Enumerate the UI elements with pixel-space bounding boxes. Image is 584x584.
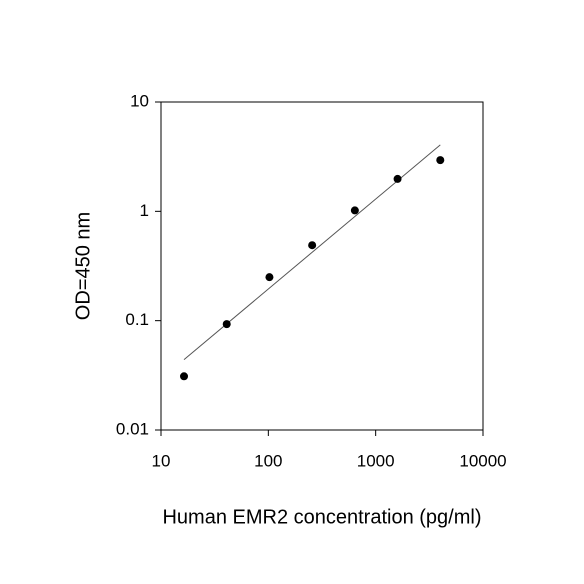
data-point — [350, 206, 359, 215]
plot-frame — [160, 101, 484, 431]
x-tick-label: 10000 — [459, 451, 506, 470]
x-tick-label: 100 — [254, 451, 282, 470]
y-axis-title: OD=450 nm — [72, 212, 94, 320]
y-tick-label: 10 — [130, 91, 149, 110]
data-point — [393, 174, 402, 183]
data-point — [180, 372, 189, 381]
x-tick-label: 1000 — [357, 451, 395, 470]
fit-line — [183, 144, 441, 361]
data-point — [222, 320, 231, 329]
x-tick-label: 10 — [152, 451, 171, 470]
y-tick-label: 0.01 — [116, 419, 149, 438]
data-point — [436, 156, 445, 165]
y-tick-label: 0.1 — [125, 310, 149, 329]
data-point — [308, 241, 317, 250]
y-tick-label: 1 — [140, 201, 149, 220]
data-point — [265, 273, 274, 282]
x-axis-title: Human EMR2 concentration (pg/ml) — [162, 506, 481, 528]
